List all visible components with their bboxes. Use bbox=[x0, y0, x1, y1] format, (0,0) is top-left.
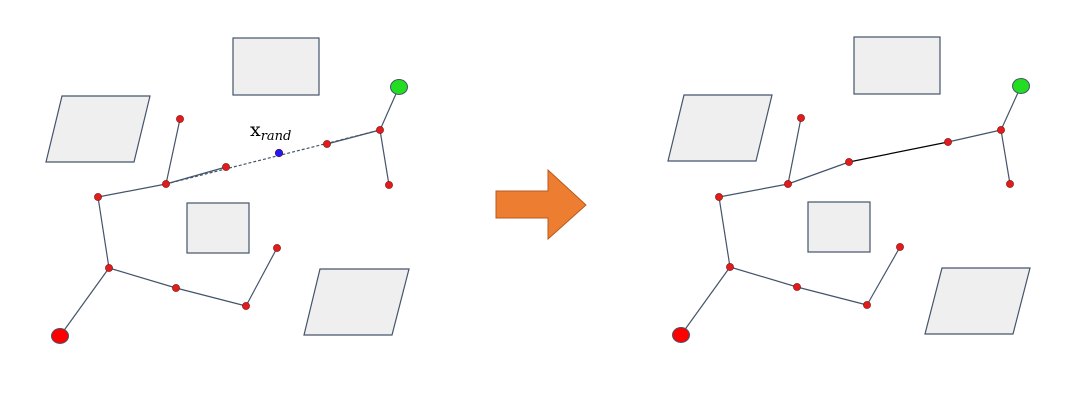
left-panel: xrand bbox=[45, 37, 410, 344]
tree-node bbox=[323, 140, 331, 148]
tree-node bbox=[715, 193, 723, 201]
tree-node bbox=[797, 114, 805, 122]
tree-node bbox=[845, 158, 853, 166]
tree-node bbox=[376, 126, 384, 134]
goal-node bbox=[1012, 78, 1030, 94]
obstacle-top-rect bbox=[853, 36, 941, 95]
edge bbox=[787, 117, 802, 185]
obstacle-left-parallelogram bbox=[667, 94, 773, 162]
tree-node bbox=[162, 180, 170, 188]
edge bbox=[97, 183, 167, 198]
obstacle-left-parallelogram bbox=[45, 95, 151, 163]
tree-node bbox=[726, 263, 734, 271]
sample-label-sub: rand bbox=[261, 129, 292, 144]
new-edge bbox=[848, 141, 949, 163]
tree-node bbox=[176, 115, 184, 123]
right-tree-edges bbox=[680, 85, 1022, 336]
edge bbox=[787, 161, 850, 185]
tree-node bbox=[385, 181, 393, 189]
random-sample-node bbox=[274, 148, 284, 158]
edge bbox=[1000, 129, 1011, 185]
obstacle-bottom-right-parallelogram bbox=[924, 267, 1031, 335]
edge-dashed bbox=[165, 129, 381, 185]
left-tree-edges bbox=[59, 86, 400, 337]
edge bbox=[108, 267, 177, 289]
edge bbox=[718, 183, 789, 198]
sample-label: xrand bbox=[250, 119, 291, 144]
obstacle-top-rect bbox=[232, 37, 320, 96]
edge bbox=[796, 286, 868, 306]
tree-node bbox=[896, 243, 904, 251]
tree-node bbox=[997, 126, 1005, 134]
edge bbox=[866, 246, 901, 306]
edge bbox=[379, 129, 390, 186]
start-node bbox=[51, 328, 69, 344]
tree-node bbox=[273, 244, 281, 252]
edge bbox=[97, 196, 110, 269]
transition-arrow bbox=[495, 168, 587, 241]
right-tree-nodes bbox=[672, 78, 1030, 343]
sample-label-main: x bbox=[250, 119, 261, 141]
start-node bbox=[672, 327, 690, 343]
tree-node bbox=[94, 193, 102, 201]
edge bbox=[680, 266, 731, 336]
edge bbox=[947, 129, 1002, 143]
tree-node bbox=[222, 163, 230, 171]
edge bbox=[165, 118, 181, 185]
right-panel bbox=[667, 36, 1031, 343]
tree-node bbox=[105, 264, 113, 272]
tree-node bbox=[172, 284, 180, 292]
tree-node bbox=[944, 138, 952, 146]
tree-node bbox=[1006, 180, 1014, 188]
edge bbox=[59, 267, 110, 337]
tree-node bbox=[793, 283, 801, 291]
tree-node bbox=[784, 180, 792, 188]
edge bbox=[165, 166, 227, 185]
edge bbox=[729, 266, 798, 288]
edge bbox=[245, 247, 278, 307]
edge bbox=[175, 287, 247, 307]
tree-node bbox=[863, 301, 871, 309]
left-tree-nodes bbox=[51, 79, 408, 344]
obstacle-center-square bbox=[807, 201, 871, 253]
edge bbox=[718, 196, 731, 268]
goal-node bbox=[390, 79, 408, 95]
obstacle-center-square bbox=[186, 202, 250, 254]
tree-node bbox=[242, 302, 250, 310]
obstacle-bottom-right-parallelogram bbox=[303, 268, 410, 336]
